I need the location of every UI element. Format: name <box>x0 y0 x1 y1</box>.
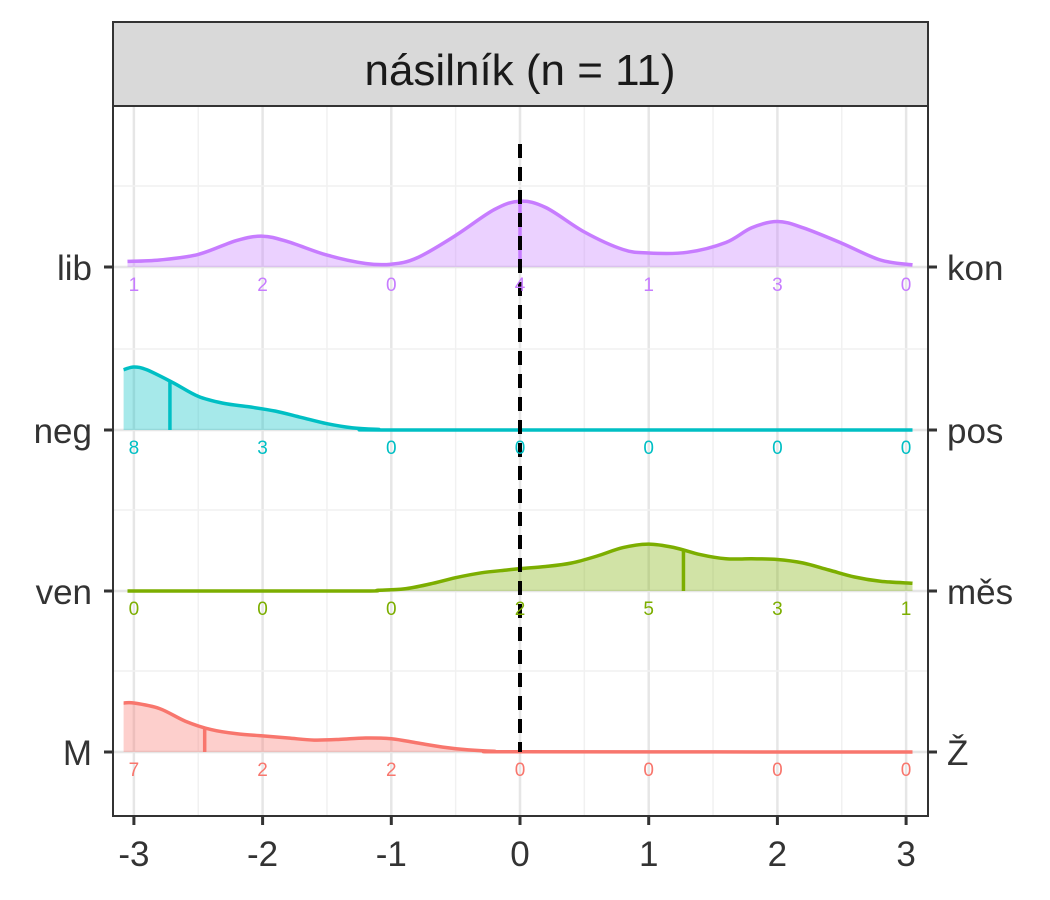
count-label: 1 <box>129 275 140 296</box>
x-tick-label: 2 <box>768 835 787 874</box>
ridge-neg-pos <box>123 365 913 432</box>
count-label: 0 <box>386 599 397 620</box>
facet-strip <box>112 21 929 107</box>
count-labels: 1 2 0 4 1 3 0 8 3 0 0 0 0 0 0 0 0 2 5 3 1 7 2 2 0 0 0 0 <box>129 275 912 781</box>
count-label: 0 <box>901 275 912 296</box>
y-label-left: neg <box>34 412 92 451</box>
x-tick-label: 0 <box>510 835 529 874</box>
x-tick-label: -1 <box>376 835 407 874</box>
count-label: 0 <box>772 438 783 459</box>
facet-title: násilník (n = 11) <box>364 46 675 95</box>
ridge-outline <box>123 700 913 754</box>
ridge-fill <box>127 544 913 592</box>
y-label-right: měs <box>947 573 1013 612</box>
count-label: 3 <box>772 599 783 620</box>
x-tick-label: -2 <box>247 835 278 874</box>
x-tick-label: 1 <box>639 835 658 874</box>
count-label: 0 <box>901 438 912 459</box>
count-label: 0 <box>643 760 654 781</box>
count-label: 0 <box>386 438 397 459</box>
ridge-outline <box>123 365 913 432</box>
y-label-right: kon <box>947 249 1003 288</box>
count-label: 0 <box>386 275 397 296</box>
count-label: 5 <box>643 599 654 620</box>
count-label: 0 <box>257 599 268 620</box>
count-label: 0 <box>643 438 654 459</box>
count-label: 2 <box>257 760 268 781</box>
count-label: 3 <box>772 275 783 296</box>
count-label: 3 <box>257 438 268 459</box>
count-label: 0 <box>515 438 526 459</box>
y-label-left: M <box>63 734 92 773</box>
ridge-ven-měs <box>127 542 913 593</box>
count-label: 1 <box>643 275 654 296</box>
count-label: 1 <box>901 599 912 620</box>
count-label: 8 <box>129 438 140 459</box>
count-label: 4 <box>515 275 526 296</box>
y-label-left: lib <box>57 249 92 288</box>
y-axis-right: kon pos měs Ž <box>928 249 1013 773</box>
count-label: 7 <box>129 760 140 781</box>
count-label: 0 <box>515 760 526 781</box>
y-axis-left: lib neg ven M <box>34 249 113 773</box>
ridge-M-Ž <box>123 700 913 754</box>
count-label: 2 <box>257 275 268 296</box>
count-label: 2 <box>515 599 526 620</box>
y-label-right: Ž <box>947 734 968 773</box>
count-label: 2 <box>386 760 397 781</box>
ridge-outline <box>127 542 913 593</box>
x-tick-label: 3 <box>896 835 915 874</box>
y-label-left: ven <box>36 573 92 612</box>
x-tick-label: -3 <box>118 835 149 874</box>
count-label: 0 <box>901 760 912 781</box>
x-axis: -3 -2 -1 0 1 2 3 <box>118 816 916 874</box>
ridge-fill <box>123 702 913 752</box>
ridge-fill <box>123 367 913 431</box>
count-label: 0 <box>129 599 140 620</box>
y-label-right: pos <box>947 412 1003 451</box>
count-label: 0 <box>772 760 783 781</box>
